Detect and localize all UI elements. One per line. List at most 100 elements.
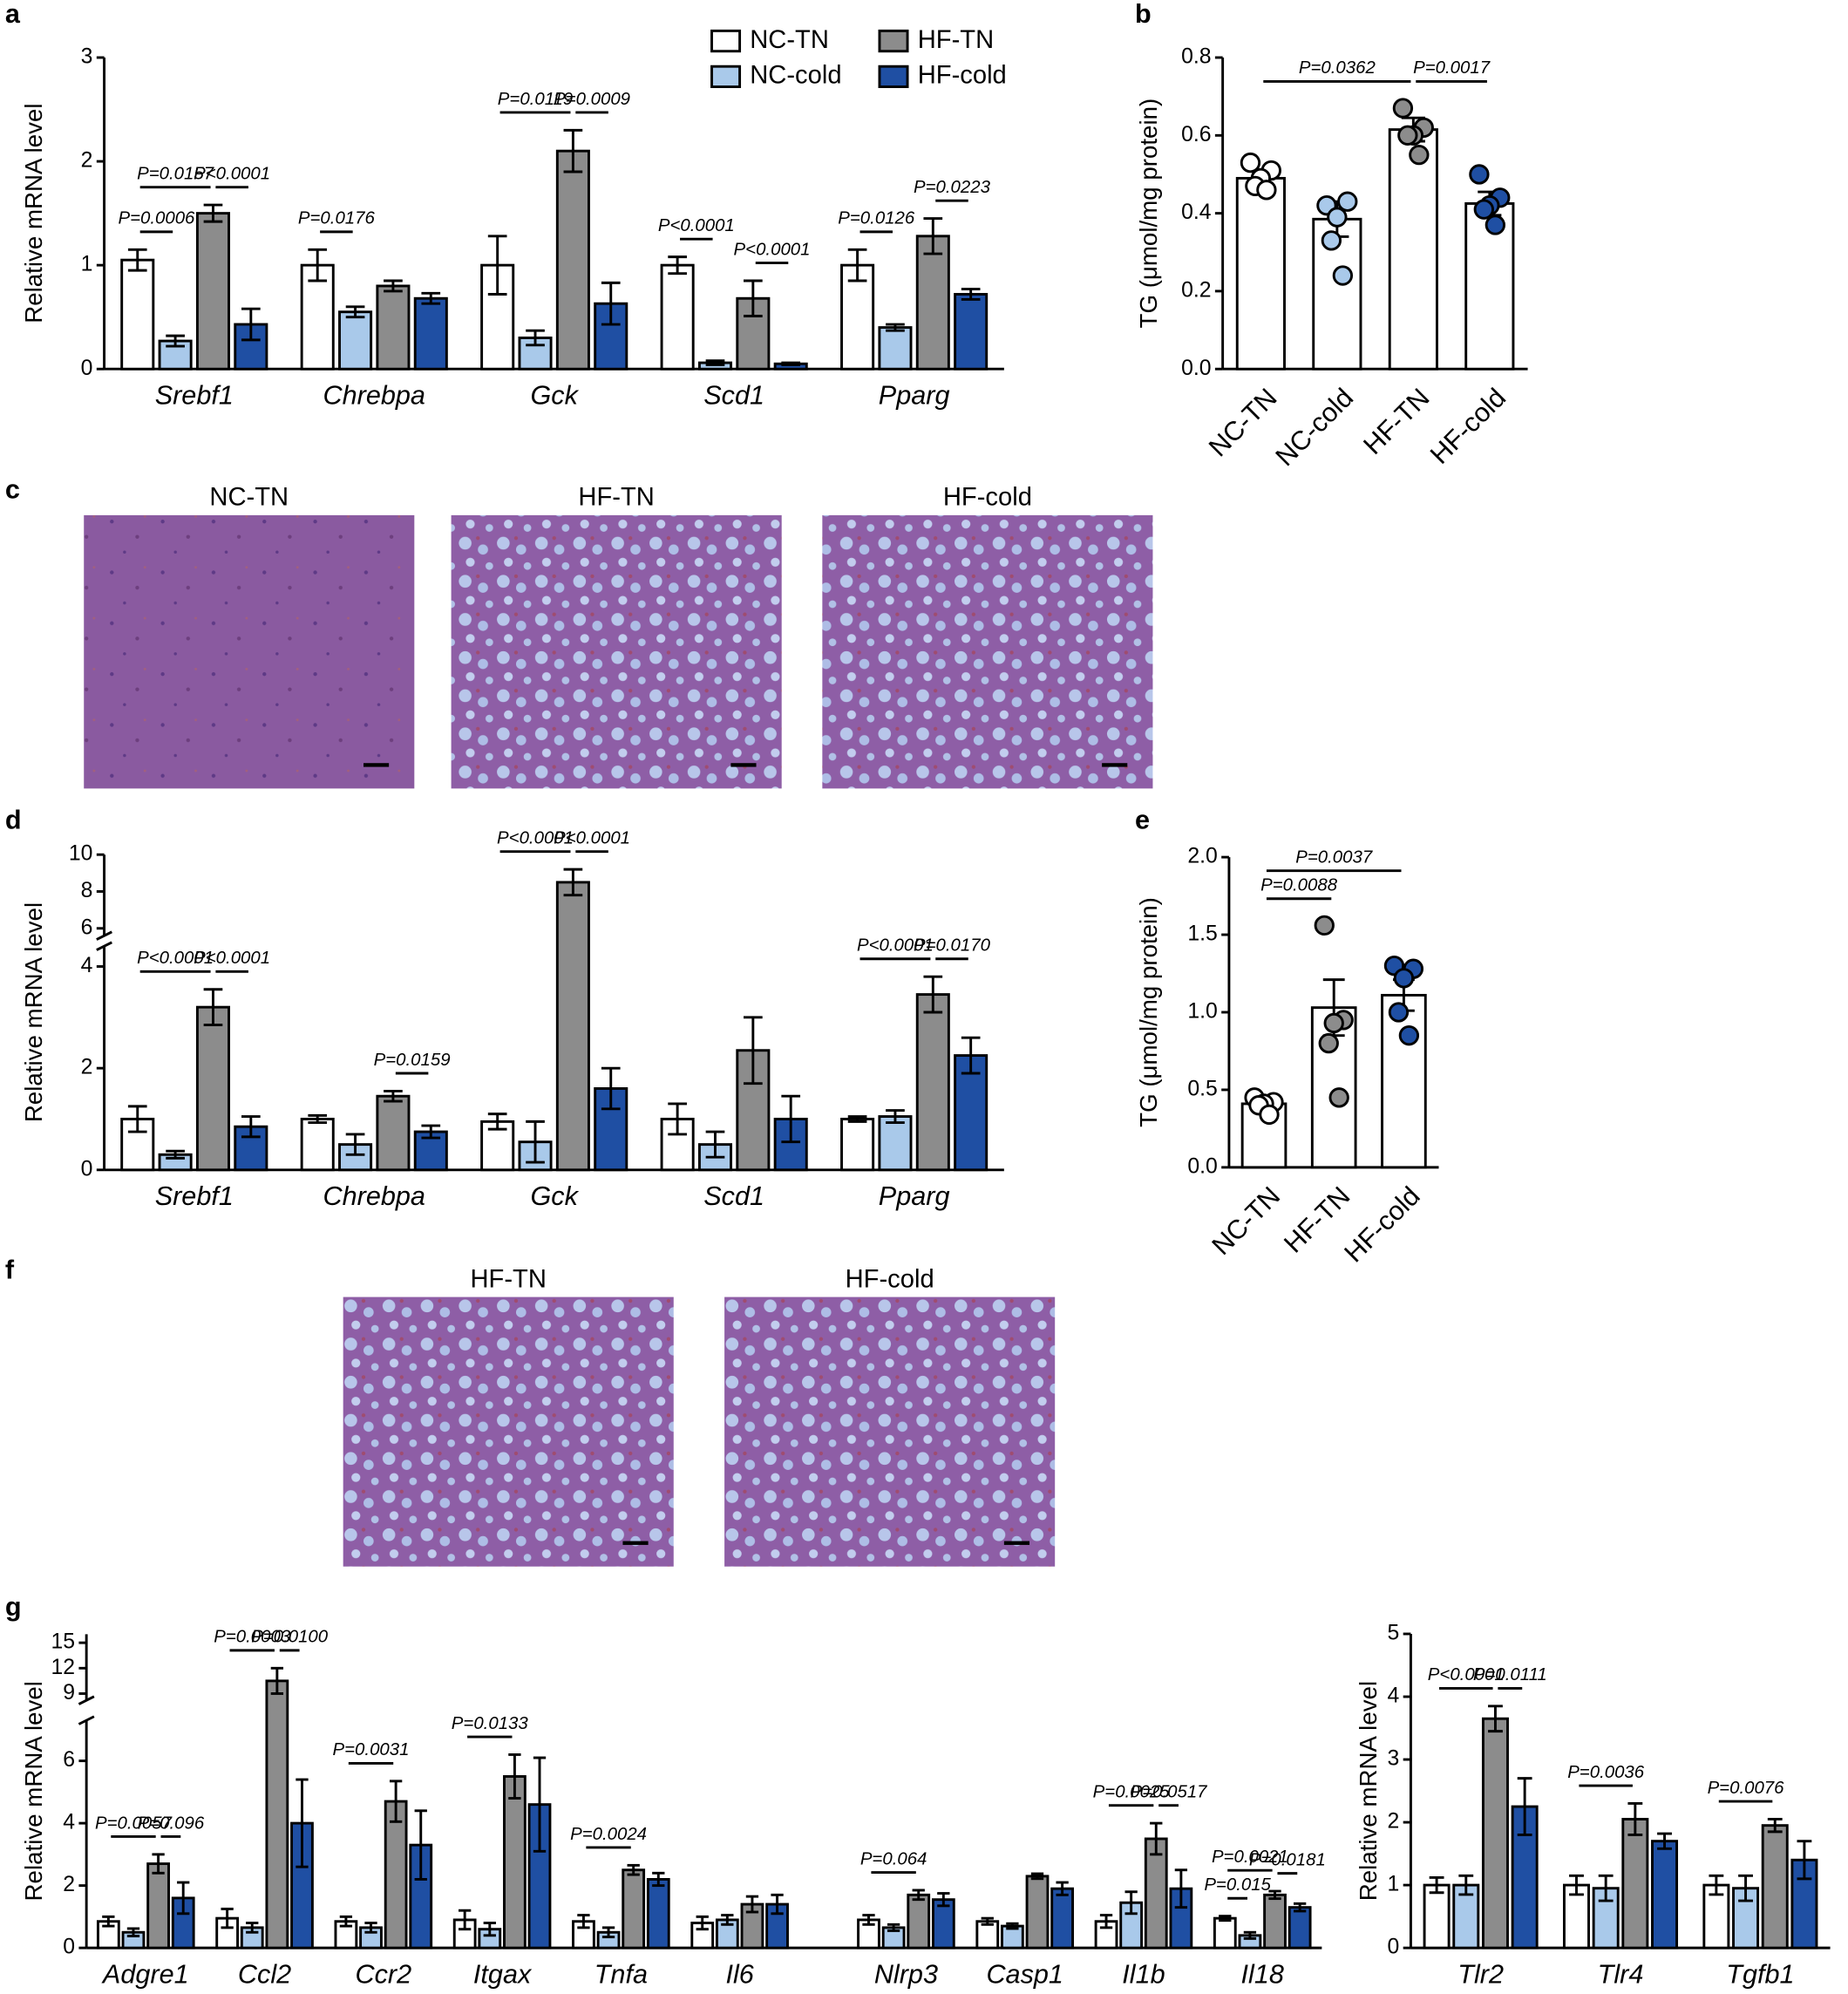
data-point (1332, 265, 1354, 286)
bar (503, 1775, 527, 1950)
y-tick-label: 2 (81, 1056, 93, 1079)
bar (915, 993, 950, 1172)
y-tick-label: 1 (81, 253, 93, 276)
p-value-label: P=0.0362 (1299, 58, 1376, 78)
x-tick-label: Tlr2 (1457, 1959, 1504, 1989)
y-tick-label: 5 (1388, 1622, 1400, 1645)
p-value-label: P=0.0517 (1131, 1783, 1208, 1802)
bar (1388, 128, 1438, 371)
x-tick-label: Tgfb1 (1726, 1959, 1794, 1989)
y-tick-label: 2 (63, 1873, 75, 1896)
panel-letter: d (5, 805, 22, 834)
data-point (1469, 164, 1490, 185)
image-label: HF-cold (943, 484, 1032, 512)
bar (954, 293, 989, 371)
axis-break (78, 1715, 95, 1725)
image-label: HF-TN (578, 484, 654, 512)
p-value-label: P=0.0126 (838, 209, 915, 228)
data-point (1337, 191, 1358, 212)
x-tick-label: Il1b (1122, 1959, 1165, 1989)
p-value-label: P=0.0100 (251, 1628, 329, 1647)
axis-break (96, 930, 112, 941)
legend-label: NC-cold (750, 62, 841, 90)
p-value-label: P=0.0003 (214, 1628, 291, 1647)
data-point (1388, 1002, 1410, 1023)
panel-letter: e (1135, 805, 1150, 834)
bar (646, 1878, 670, 1950)
y-tick-label: 2 (1388, 1810, 1400, 1834)
legend-label: HF-cold (918, 62, 1007, 90)
legend-label: HF-TN (918, 26, 994, 54)
y-tick-label: 4 (1388, 1684, 1400, 1708)
y-tick-label: 1.0 (1187, 1000, 1217, 1024)
legend-swatch (878, 29, 909, 53)
legend-swatch (710, 65, 742, 88)
bar (907, 1893, 931, 1950)
y-tick-label: 2 (81, 149, 93, 173)
bar (840, 263, 875, 371)
p-value-label: P=0.0021 (1212, 1848, 1288, 1867)
x-tick-label: Scd1 (703, 380, 764, 410)
bar (1263, 1893, 1287, 1950)
x-tick-label: Il6 (725, 1959, 754, 1989)
legend-swatch (878, 65, 909, 88)
bar (878, 1115, 913, 1172)
x-tick-label: Gck (530, 380, 579, 410)
bar (622, 1868, 646, 1950)
bar (1050, 1887, 1074, 1950)
y-tick-label: 8 (81, 879, 93, 902)
data-point (1393, 968, 1415, 989)
y-tick-label: 0 (63, 1936, 75, 1959)
panel-letter: c (5, 474, 20, 504)
bar (555, 149, 590, 371)
y-tick-label: 3 (81, 45, 93, 69)
scale-bar (363, 763, 390, 767)
data-point (1485, 214, 1506, 235)
p-value-label: P<0.0001 (194, 164, 270, 183)
p-value-label: P=0.0036 (1567, 1763, 1645, 1782)
data-point (1240, 152, 1261, 174)
bar (660, 1118, 695, 1172)
bar (1511, 1805, 1539, 1950)
data-point (1409, 144, 1430, 166)
x-tick-label: Chrebpa (323, 380, 425, 410)
bar (265, 1679, 289, 1950)
histology-image (84, 514, 415, 789)
x-tick-label: Tnfa (594, 1959, 648, 1989)
y-tick-label: 4 (63, 1811, 75, 1834)
data-point (1473, 199, 1494, 220)
y-tick-label: 6 (63, 1748, 75, 1772)
bar (120, 258, 155, 371)
image-label: HF-TN (470, 1265, 546, 1293)
x-tick-label: Chrebpa (323, 1181, 425, 1211)
bar (1381, 993, 1427, 1169)
y-tick-label: 0.0 (1187, 1154, 1217, 1178)
legend-swatch (710, 29, 742, 53)
bar (840, 1118, 875, 1172)
y-tick-label: 6 (81, 915, 93, 939)
p-value-label: P<0.0001 (734, 240, 811, 259)
y-tick-label: 0.6 (1181, 123, 1211, 146)
p-value-label: P=0.096 (138, 1814, 205, 1833)
p-value-label: P<0.0001 (1428, 1665, 1505, 1684)
y-tick-label: 0.0 (1181, 357, 1211, 380)
p-value-label: P<0.0001 (137, 949, 214, 968)
scale-bar (622, 1541, 649, 1545)
p-value-label: P=0.0088 (1260, 876, 1338, 895)
p-value-label: P<0.0001 (658, 216, 735, 235)
bar (915, 235, 950, 371)
p-value-label: P<0.0001 (194, 949, 270, 968)
data-point (1321, 230, 1342, 251)
panel-letter: g (5, 1592, 22, 1622)
bar (1213, 1916, 1237, 1950)
data-point (1314, 915, 1335, 936)
y-axis-label: Relative mRNA level (20, 103, 47, 323)
x-tick-label: Srebf1 (155, 380, 234, 410)
p-value-label: P=0.0119 (498, 90, 573, 109)
legend-label: NC-TN (750, 26, 829, 54)
y-tick-label: 1.5 (1187, 922, 1217, 946)
y-tick-label: 0 (81, 1157, 93, 1181)
x-tick-label: Nlrp3 (874, 1959, 938, 1989)
y-tick-label: 0 (81, 357, 93, 380)
